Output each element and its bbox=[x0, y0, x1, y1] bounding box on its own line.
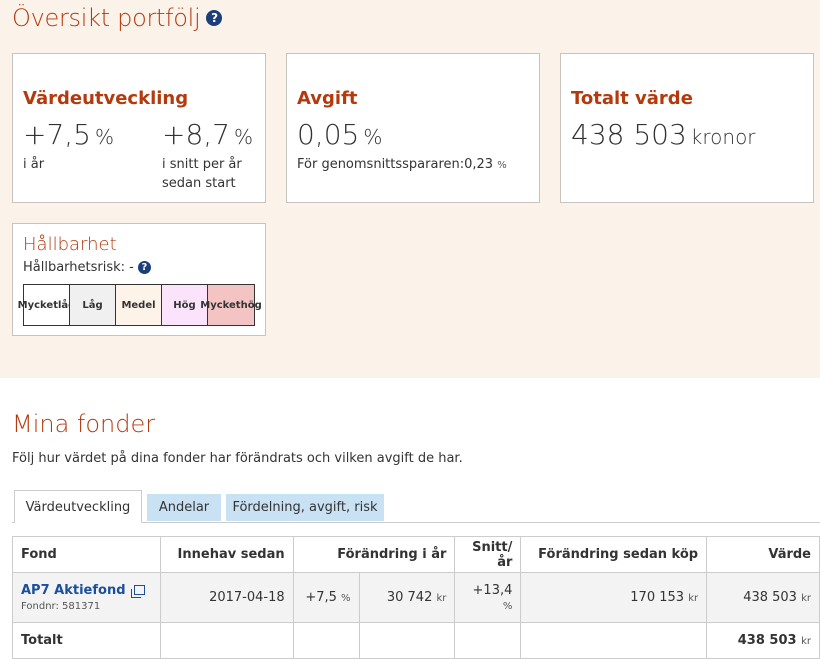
risk-level-2: Låg bbox=[70, 285, 116, 325]
value-development-card: Värdeutveckling +7,5% i år +8,7% i snitt… bbox=[12, 53, 266, 203]
risk-level-4: Hög bbox=[162, 285, 208, 325]
change-year-kr-cell: 30 742 kr bbox=[358, 572, 456, 623]
fee-value: 0,05% bbox=[297, 118, 383, 151]
risk-level-3: Medel bbox=[116, 285, 162, 325]
funds-description: Följ hur värdet på dina fonder har förän… bbox=[12, 451, 463, 466]
value-development-title: Värdeutveckling bbox=[23, 88, 189, 109]
empty-cell bbox=[159, 622, 294, 659]
total-value-cell: 438 503 kr bbox=[706, 622, 820, 659]
column-header-holding-since[interactable]: Innehav sedan bbox=[159, 536, 294, 573]
overview-section: Översikt portfölj? Värdeutveckling +7,5%… bbox=[0, 0, 820, 378]
avg-change-value: +8,7% bbox=[162, 118, 254, 151]
value-cell: 438 503 kr bbox=[706, 572, 820, 623]
table-row: AP7 Aktiefond Fondnr: 581371 2017-04-18 … bbox=[12, 572, 820, 623]
holding-since-cell: 2017-04-18 bbox=[159, 572, 294, 623]
tab-value-development[interactable]: Värdeutveckling bbox=[14, 490, 142, 523]
sustainability-title: Hållbarhet bbox=[23, 234, 117, 255]
column-header-fund[interactable]: Fond bbox=[12, 536, 161, 573]
fund-number: Fondnr: 581371 bbox=[21, 600, 101, 612]
help-icon[interactable]: ? bbox=[206, 10, 223, 26]
year-change-value: +7,5% bbox=[23, 118, 115, 151]
year-change-label: i år bbox=[23, 157, 45, 172]
tab-shares[interactable]: Andelar bbox=[147, 494, 221, 521]
column-header-change-year[interactable]: Förändring i år bbox=[292, 536, 456, 573]
fund-cell: AP7 Aktiefond Fondnr: 581371 bbox=[12, 572, 161, 623]
total-row: Totalt 438 503 kr bbox=[12, 622, 820, 659]
risk-scale: Mycket låg Låg Medel Hög Mycket hög bbox=[18, 284, 262, 326]
sustainability-card: Hållbarhet Hållbarhetsrisk: -? Mycket låg… bbox=[12, 223, 266, 336]
avg-change-label: i snitt per år sedan start bbox=[162, 157, 242, 191]
avg-year-cell: +13,4 % bbox=[454, 572, 522, 623]
change-since-buy-cell: 170 153 kr bbox=[520, 572, 708, 623]
help-icon[interactable]: ? bbox=[137, 261, 151, 274]
fee-average-note: För genomsnittsspararen:0,23 % bbox=[297, 157, 507, 172]
fund-tabs: Värdeutveckling Andelar Fördelning, avgi… bbox=[12, 490, 820, 523]
risk-level-1: Mycket låg bbox=[18, 285, 75, 325]
overview-title: Översikt portfölj bbox=[12, 4, 201, 32]
total-label: Totalt bbox=[12, 622, 161, 659]
empty-cell bbox=[454, 622, 522, 659]
total-value-title: Totalt värde bbox=[571, 88, 693, 109]
change-year-percent-cell: +7,5 % bbox=[292, 572, 360, 623]
external-link-icon[interactable] bbox=[130, 585, 145, 598]
empty-cell bbox=[520, 622, 708, 659]
risk-level-5: Mycket hög bbox=[200, 285, 262, 325]
fund-link[interactable]: AP7 Aktiefond bbox=[21, 582, 126, 598]
fee-title: Avgift bbox=[297, 88, 358, 109]
column-header-avg-year[interactable]: Snitt/år bbox=[454, 536, 522, 573]
fee-card: Avgift 0,05% För genomsnittsspararen:0,2… bbox=[286, 53, 540, 203]
empty-cell bbox=[292, 622, 360, 659]
empty-cell bbox=[358, 622, 456, 659]
total-value: 438 503 kronor bbox=[571, 118, 756, 151]
column-header-change-since-buy[interactable]: Förändring sedan köp bbox=[520, 536, 708, 573]
funds-title: Mina fonder bbox=[12, 410, 156, 438]
table-header-row: Fond Innehav sedan Förändring i år Snitt… bbox=[12, 536, 820, 573]
column-header-value[interactable]: Värde bbox=[706, 536, 820, 573]
page-title: Översikt portfölj? bbox=[12, 4, 223, 32]
tab-distribution-fee-risk[interactable]: Fördelning, avgift, risk bbox=[226, 494, 384, 521]
funds-table: Fond Innehav sedan Förändring i år Snitt… bbox=[12, 536, 820, 659]
sustainability-risk-label: Hållbarhetsrisk: -? bbox=[23, 260, 151, 275]
total-value-card: Totalt värde 438 503 kronor bbox=[560, 53, 814, 203]
